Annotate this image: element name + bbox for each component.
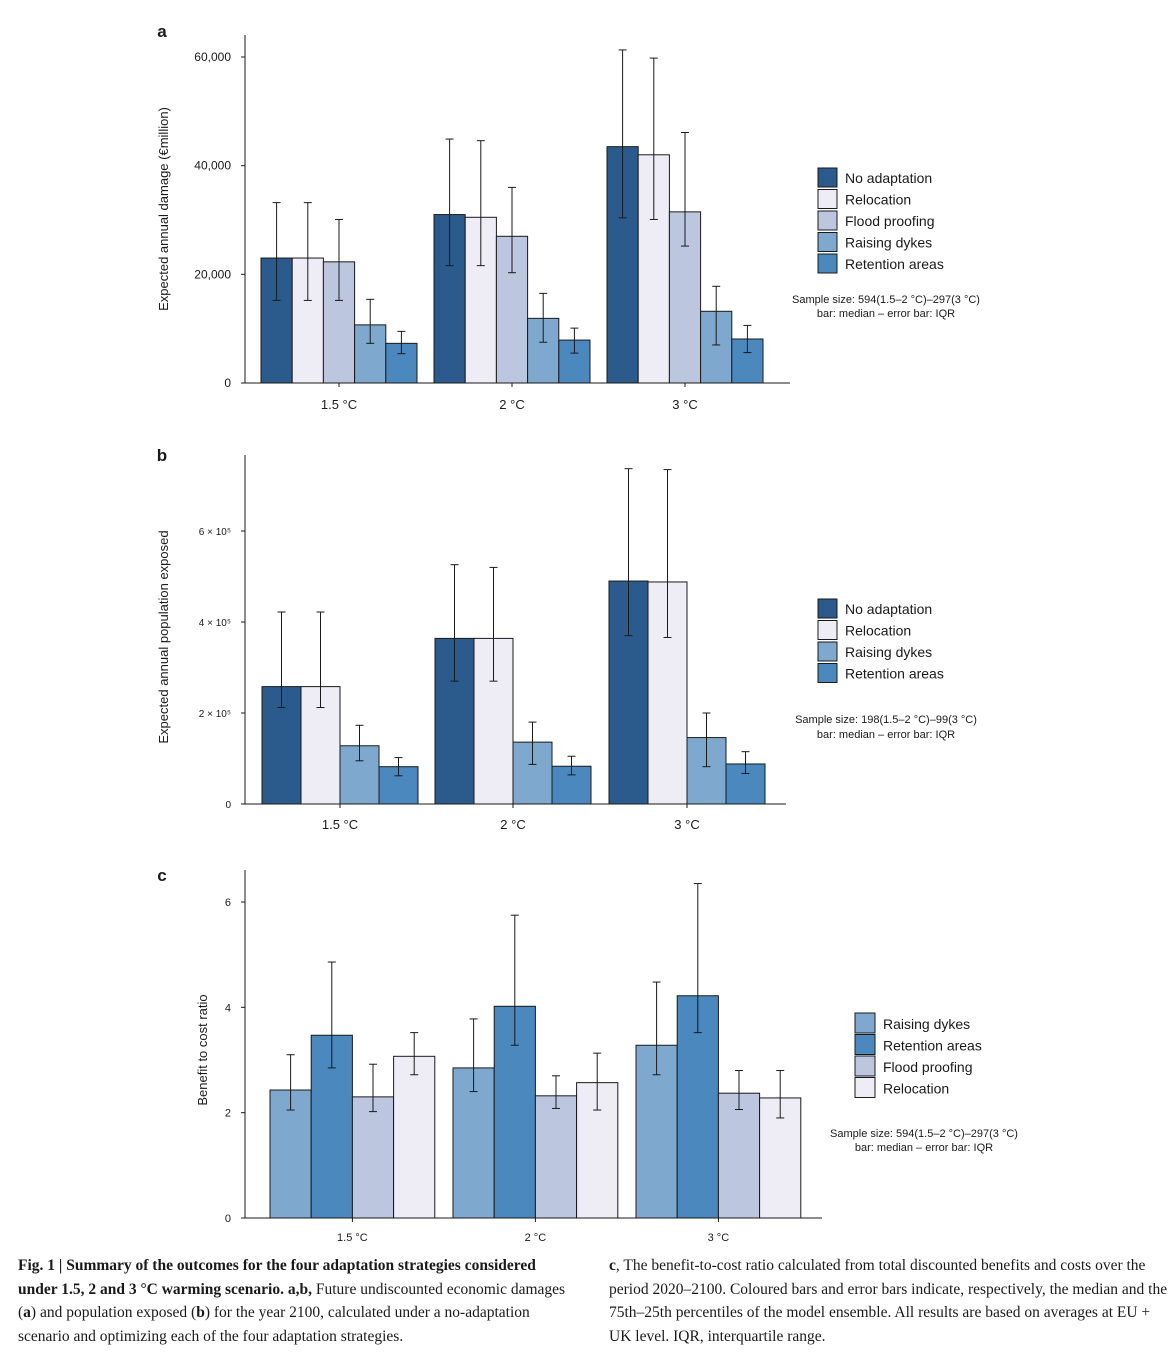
sample-size-note: Sample size: 594(1.5–2 °C)–297(3 °C) bbox=[792, 294, 980, 306]
legend-label: Relocation bbox=[845, 192, 911, 208]
y-tick-label: 0 bbox=[225, 1213, 231, 1225]
caption-column-right: c, The benefit-to-cost ratio calculated … bbox=[609, 1254, 1169, 1348]
x-tick-label: 1.5 °C bbox=[322, 817, 358, 832]
y-tick-label: 20,000 bbox=[194, 267, 231, 281]
figure-canvas: a 0 20,000 40,000 60,000 Expected annual dama… bbox=[156, 22, 1018, 1244]
legend-label: No adaptation bbox=[845, 601, 932, 617]
legend-label: Relocation bbox=[883, 1081, 949, 1097]
legend-label: Flood proofing bbox=[883, 1059, 973, 1075]
bar-legend-note: bar: median – error bar: IQR bbox=[817, 729, 955, 741]
legend-swatch bbox=[817, 253, 838, 274]
legend-swatch bbox=[854, 1034, 876, 1055]
bar bbox=[393, 1055, 436, 1219]
caption-ref-c: c bbox=[609, 1257, 616, 1274]
legend-swatch bbox=[817, 663, 838, 683]
legend-swatch bbox=[854, 1055, 876, 1077]
chart-panel-a: a 0 20,000 40,000 60,000 Expected annual dama… bbox=[156, 22, 980, 412]
y-axis-label: Expected annual population exposed bbox=[156, 530, 171, 743]
panel-letter: c bbox=[157, 866, 166, 885]
x-tick-label: 3 °C bbox=[708, 1232, 730, 1244]
x-tick-label: 1.5 °C bbox=[321, 397, 357, 412]
bar bbox=[351, 1096, 395, 1219]
caption-column-left: Fig. 1 | Summary of the outcomes for the… bbox=[18, 1254, 578, 1348]
caption-text-1: Future undiscounted economic damages ( bbox=[18, 1280, 566, 1322]
x-tick-label: 1.5 °C bbox=[337, 1232, 368, 1244]
legend-swatch bbox=[817, 598, 838, 619]
caption-ref-a: a bbox=[23, 1304, 31, 1321]
legend-label: No adaptation bbox=[845, 170, 932, 186]
y-tick-label: 0 bbox=[225, 800, 231, 811]
bar-legend-note: bar: median – error bar: IQR bbox=[817, 308, 955, 320]
y-tick-label: 4 × 10⁵ bbox=[199, 618, 231, 629]
y-tick-label: 6 × 10⁵ bbox=[199, 527, 231, 538]
legend-label: Raising dykes bbox=[845, 644, 932, 660]
legend-label: Raising dykes bbox=[845, 235, 932, 251]
x-tick-label: 2 °C bbox=[500, 817, 525, 832]
legend-swatch bbox=[854, 1012, 876, 1034]
y-tick-label: 2 × 10⁵ bbox=[199, 709, 231, 720]
bar-legend-note: bar: median – error bar: IQR bbox=[855, 1142, 993, 1154]
y-tick-label: 0 bbox=[224, 376, 231, 390]
y-axis-label: Expected annual damage (€million) bbox=[156, 107, 171, 311]
chart-panel-c: c 0 2 4 6 Benefit to cost ratio 1.5 °C 2 °C 3 °C… bbox=[157, 866, 1018, 1244]
x-tick-label: 2 °C bbox=[499, 397, 524, 412]
sample-size-note: Sample size: 594(1.5–2 °C)–297(3 °C) bbox=[830, 1128, 1018, 1140]
caption-fig-label: Fig. 1 bbox=[18, 1257, 56, 1274]
caption-separator: | bbox=[55, 1257, 67, 1274]
x-tick-label: 3 °C bbox=[674, 817, 699, 832]
legend-swatch bbox=[817, 210, 838, 231]
y-tick-label: 60,000 bbox=[194, 50, 231, 64]
legend-swatch bbox=[817, 641, 838, 662]
legend-swatch bbox=[854, 1077, 876, 1098]
legend-swatch bbox=[817, 167, 838, 188]
panel-letter: a bbox=[157, 22, 167, 41]
sample-size-note: Sample size: 198(1.5–2 °C)–99(3 °C) bbox=[795, 714, 977, 726]
y-tick-label: 4 bbox=[225, 1002, 231, 1014]
legend-swatch bbox=[817, 620, 838, 640]
bar bbox=[452, 1067, 495, 1219]
caption-text-4: , The benefit-to-cost ratio calculated f… bbox=[609, 1257, 1168, 1345]
y-tick-label: 40,000 bbox=[194, 159, 231, 173]
bar bbox=[534, 1095, 578, 1219]
legend-label: Retention areas bbox=[845, 666, 944, 682]
y-tick-label: 2 bbox=[225, 1108, 231, 1120]
bar bbox=[261, 686, 302, 805]
chart-panel-b: b 0 2 × 10⁵ 4 × 10⁵ 6 × 10⁵ Expected annual p… bbox=[156, 446, 977, 832]
bar bbox=[717, 1092, 761, 1219]
caption-ref-b: b bbox=[196, 1304, 205, 1321]
legend-label: Flood proofing bbox=[845, 213, 935, 229]
legend-swatch bbox=[817, 232, 838, 252]
legend-label: Relocation bbox=[845, 623, 911, 639]
panel-letter: b bbox=[157, 446, 167, 465]
caption-text-2: ) and population exposed ( bbox=[30, 1304, 197, 1321]
legend-label: Raising dykes bbox=[883, 1016, 970, 1032]
x-tick-label: 3 °C bbox=[672, 397, 697, 412]
caption-title: Summary of the outcomes for the four ada… bbox=[18, 1257, 536, 1298]
legend-label: Retention areas bbox=[845, 256, 944, 272]
legend-label: Retention areas bbox=[883, 1038, 982, 1054]
caption-text-3: ) for the year 2100, calculated under a … bbox=[18, 1304, 530, 1345]
x-tick-label: 2 °C bbox=[525, 1232, 547, 1244]
y-axis-label: Benefit to cost ratio bbox=[195, 994, 210, 1105]
legend-swatch bbox=[817, 189, 838, 209]
y-tick-label: 6 bbox=[225, 897, 231, 909]
